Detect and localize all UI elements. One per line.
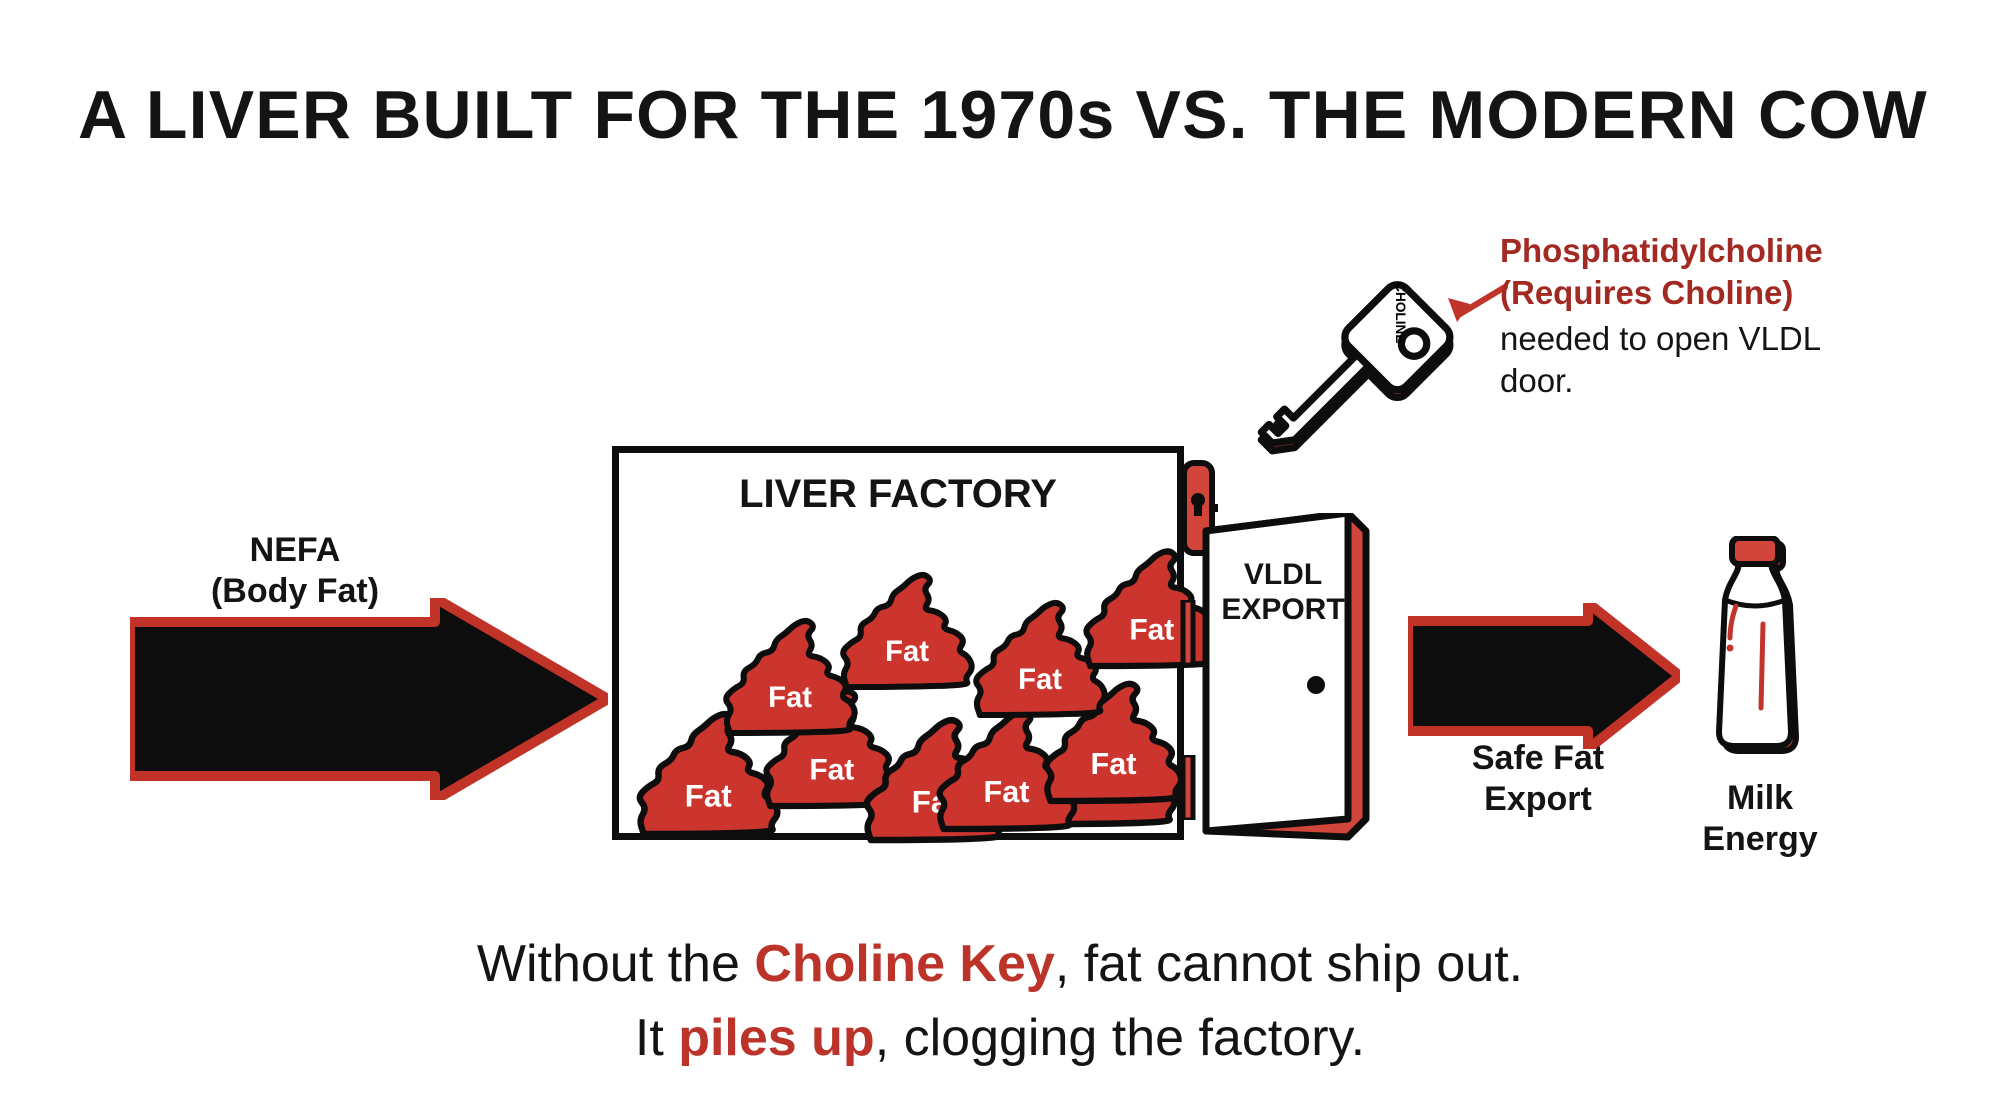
svg-text:CHOLINE: CHOLINE <box>1393 282 1408 343</box>
